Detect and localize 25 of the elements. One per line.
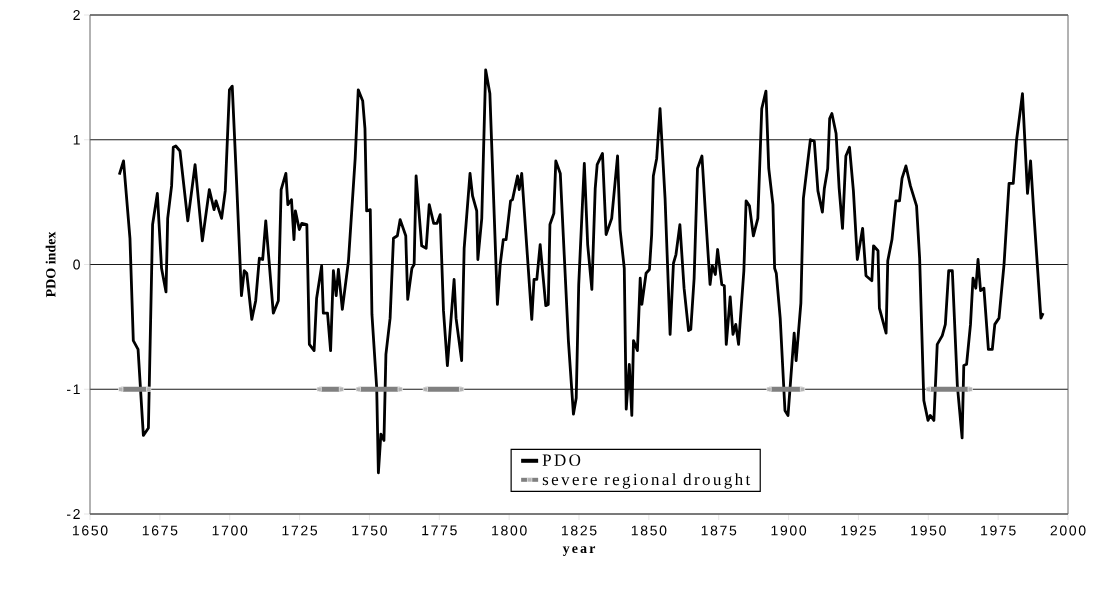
y-tick-label: 0: [73, 259, 80, 270]
y-tick-label: -1: [66, 384, 80, 395]
x-tick-label: 2000: [1050, 525, 1086, 536]
y-tick-label: 2: [73, 10, 80, 20]
legend-label: severe regional drought: [542, 473, 751, 489]
x-tick-label: 1875: [701, 525, 737, 536]
y-tick-label: -2: [66, 509, 80, 519]
line-series: [117, 68, 1045, 475]
x-axis-title: year: [562, 546, 596, 556]
x-tick-label: 1700: [212, 525, 248, 536]
x-tick-label: 1750: [352, 525, 387, 536]
y-axis-title: PDO index: [45, 231, 56, 298]
x-tick-label: 1975: [981, 525, 1016, 536]
x-tick-label: 1950: [911, 525, 946, 536]
x-tick-label: 1825: [561, 525, 597, 536]
x-tick-label: 1775: [422, 525, 457, 536]
x-tick-label: 1675: [142, 525, 178, 536]
x-tick-label: 1900: [771, 525, 807, 536]
y-tick-label: 1: [73, 134, 80, 145]
x-tick-label: 1725: [282, 525, 318, 536]
x-tick-label: 1925: [841, 525, 876, 536]
legend-label: PDO: [542, 454, 581, 466]
x-tick-label: 1800: [492, 525, 527, 536]
x-tick-label: 1850: [631, 525, 667, 536]
x-tick-label: 1650: [72, 525, 108, 536]
